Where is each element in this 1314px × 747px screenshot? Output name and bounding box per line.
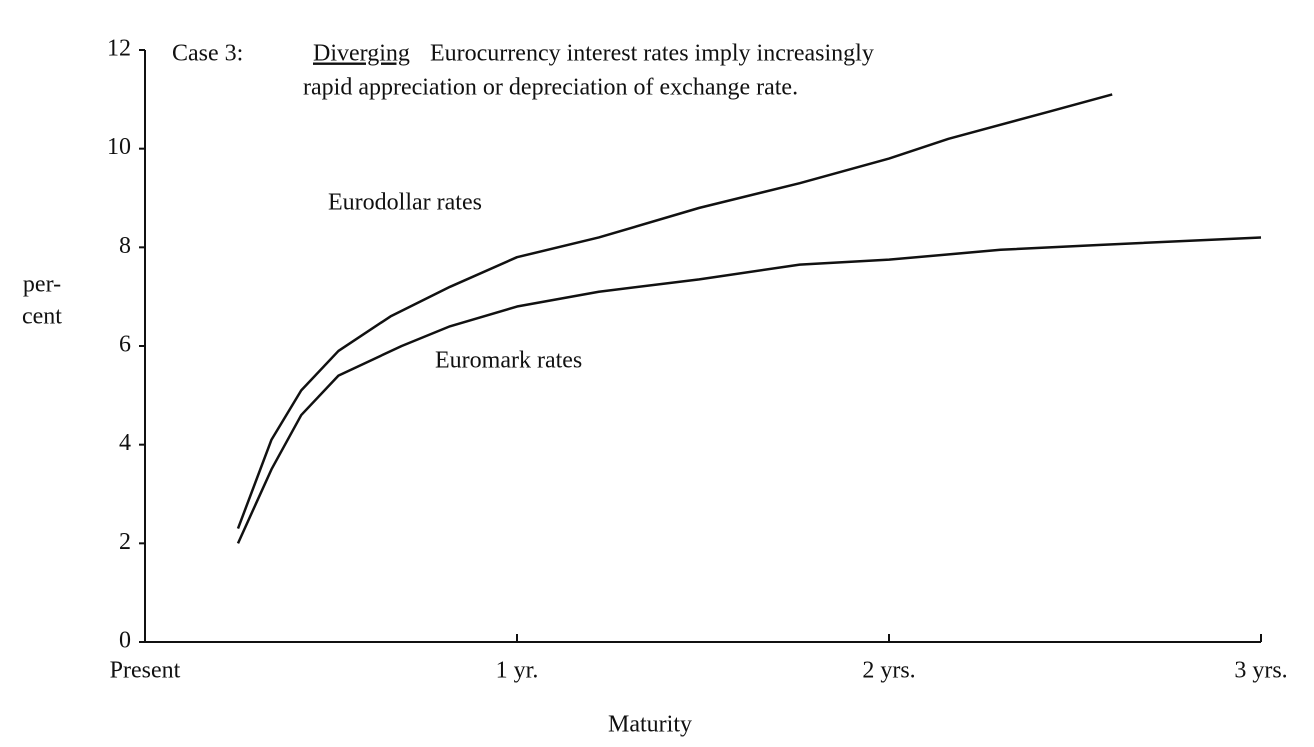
- y-tick-label: 4: [119, 430, 131, 456]
- title-label: Case 3:: [172, 41, 243, 67]
- series-line: [236, 93, 1113, 529]
- series-line: [236, 236, 1262, 544]
- y-tick-label: 2: [119, 529, 131, 555]
- x-tick-label: 1 yr.: [496, 658, 539, 684]
- y-axis-label: per-: [23, 272, 61, 298]
- y-tick-label: 8: [119, 233, 131, 259]
- x-tick-label: 2 yrs.: [862, 658, 915, 684]
- y-tick-label: 6: [119, 332, 131, 358]
- title-line: Eurocurrency interest rates imply increa…: [430, 41, 874, 67]
- series-label: Eurodollar rates: [328, 190, 482, 216]
- y-tick-label: 12: [107, 36, 131, 62]
- x-axis-label: Maturity: [608, 712, 692, 738]
- y-axis-label: cent: [22, 304, 62, 330]
- y-tick-label: 0: [119, 628, 131, 654]
- x-tick-label: 3 yrs.: [1234, 658, 1287, 684]
- y-tick-label: 10: [107, 134, 131, 160]
- title-emphasis: Diverging: [313, 41, 410, 67]
- series-label: Euromark rates: [435, 348, 582, 374]
- x-tick-label: Present: [110, 658, 181, 684]
- title-line: rapid appreciation or depreciation of ex…: [303, 75, 798, 101]
